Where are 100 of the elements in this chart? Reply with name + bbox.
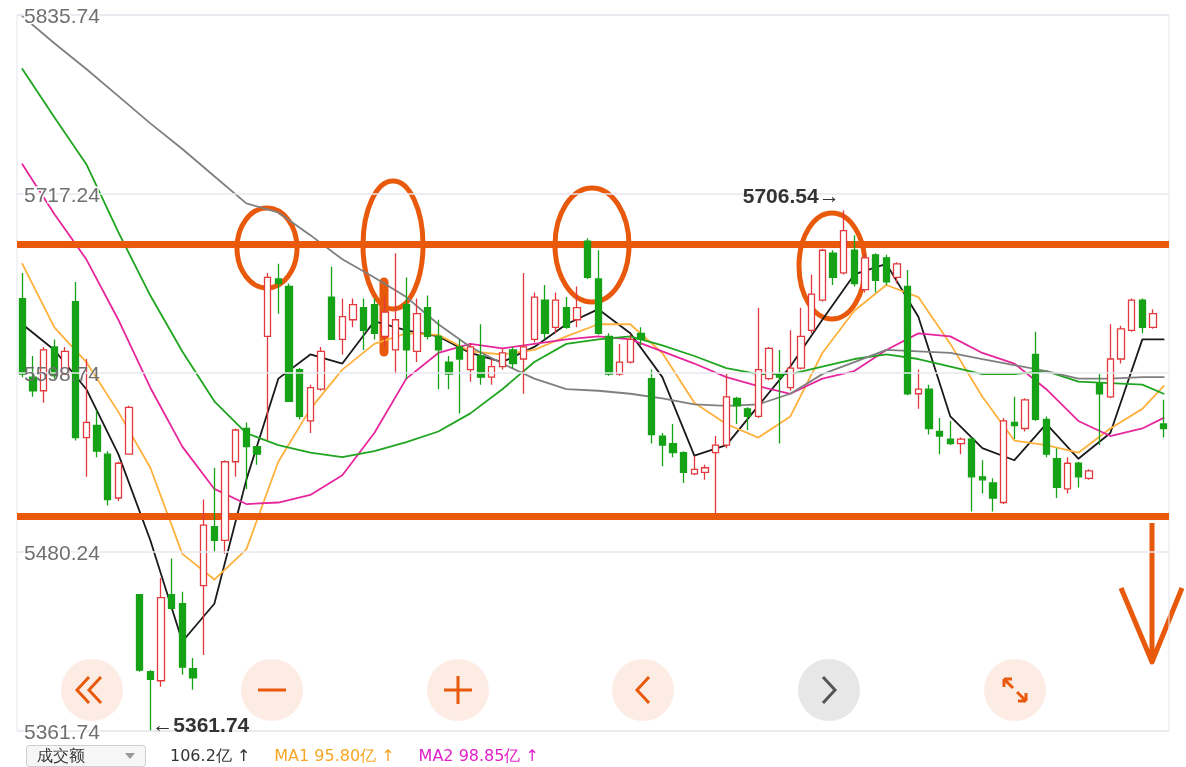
candlestick <box>882 254 891 286</box>
candlestick <box>860 252 870 294</box>
candlestick <box>647 368 656 445</box>
candlestick <box>807 273 816 334</box>
candlestick <box>636 326 646 347</box>
text: MA2 98.85亿 ↑ <box>418 745 539 767</box>
candlestick <box>1084 468 1094 481</box>
candlestick <box>1127 297 1136 333</box>
candlestick <box>615 343 624 377</box>
candlestick <box>167 557 176 611</box>
candlestick <box>348 297 358 328</box>
candlestick <box>423 294 432 341</box>
line-series <box>21 163 1165 505</box>
candlestick <box>850 234 859 288</box>
candlestick <box>1159 399 1168 439</box>
candlestick <box>914 368 923 410</box>
candlestick <box>540 284 550 341</box>
candlestick <box>924 384 934 436</box>
candlestick <box>1148 308 1158 330</box>
text: MA1 95.80亿 ↑ <box>274 745 395 767</box>
candlestick <box>252 445 262 466</box>
candlestick <box>956 436 966 455</box>
candlestick <box>679 450 688 484</box>
candlestick <box>668 423 678 458</box>
candlestick <box>690 455 699 476</box>
candlestick <box>551 291 560 334</box>
candlestick <box>626 334 635 365</box>
candlestick <box>775 349 784 445</box>
candlestick <box>508 346 518 369</box>
line-series <box>21 262 1165 581</box>
candlestick <box>722 373 731 449</box>
candlestick <box>1063 456 1072 495</box>
y-tick-label: 5480.24 <box>24 540 101 564</box>
candlestick <box>92 409 102 458</box>
candlestick <box>370 297 379 341</box>
text: 成交额 <box>37 745 85 767</box>
candlestick <box>658 432 667 467</box>
candlestick <box>135 594 144 673</box>
candlestick <box>103 450 112 507</box>
candlestick <box>572 285 582 328</box>
candlestick <box>892 261 902 285</box>
candlestick <box>498 347 507 371</box>
candlestick <box>743 406 752 431</box>
candlestick <box>1116 325 1126 365</box>
candlestick <box>1106 323 1115 399</box>
candlestick <box>871 252 880 294</box>
candlestick <box>1095 373 1104 446</box>
candlestick <box>519 272 528 395</box>
candlestick <box>988 477 998 513</box>
candlestick <box>562 296 571 330</box>
candlestick <box>1010 396 1019 440</box>
candlestick <box>1042 415 1051 458</box>
candlestick <box>530 291 539 344</box>
candlestick <box>903 269 912 396</box>
candlestick <box>231 427 240 478</box>
y-tick-label: 5361.74 <box>24 719 101 743</box>
y-tick-label: 5717.24 <box>24 182 101 206</box>
candlestick <box>700 464 710 481</box>
candlestick <box>210 467 219 554</box>
candlestick <box>476 323 486 386</box>
candlestick <box>178 590 187 676</box>
candlestick <box>263 272 272 442</box>
candlestick <box>978 459 987 495</box>
candlestick <box>583 237 592 280</box>
candlestick <box>967 436 976 513</box>
candlestick <box>946 420 955 446</box>
annotation: 5706.54→ <box>742 184 840 208</box>
candlestick <box>828 249 838 286</box>
candlestick <box>402 276 411 380</box>
candlestick <box>1031 331 1040 422</box>
candlestick <box>839 209 848 276</box>
candlestick <box>818 248 827 303</box>
candlestick <box>1020 397 1030 433</box>
candlestick <box>412 297 422 363</box>
candlestick <box>754 307 763 419</box>
candlestick <box>18 272 27 378</box>
candlestick <box>391 252 400 375</box>
candlestick <box>327 266 336 341</box>
candlestick <box>711 435 720 514</box>
candlestick <box>274 263 283 315</box>
text: 106.2亿 ↑ <box>170 745 251 767</box>
candlestick <box>124 405 134 455</box>
candlestick <box>114 461 123 502</box>
candlestick <box>1052 447 1062 499</box>
candlestick <box>1074 461 1083 489</box>
candlestick <box>284 282 294 402</box>
candlestick <box>796 307 806 371</box>
candlestick <box>594 249 603 336</box>
candlestick <box>604 332 614 377</box>
candlestick <box>786 329 795 392</box>
candlestick <box>156 577 166 688</box>
candlestick <box>444 355 454 390</box>
candlestick <box>188 657 198 691</box>
y-tick-label: 5835.74 <box>24 3 101 27</box>
candlestick <box>316 346 326 392</box>
candlestick <box>732 396 742 425</box>
candlestick <box>434 319 443 390</box>
annotation: ←5361.74 <box>152 713 250 736</box>
candlestick <box>199 498 208 656</box>
candlestick <box>466 343 475 383</box>
